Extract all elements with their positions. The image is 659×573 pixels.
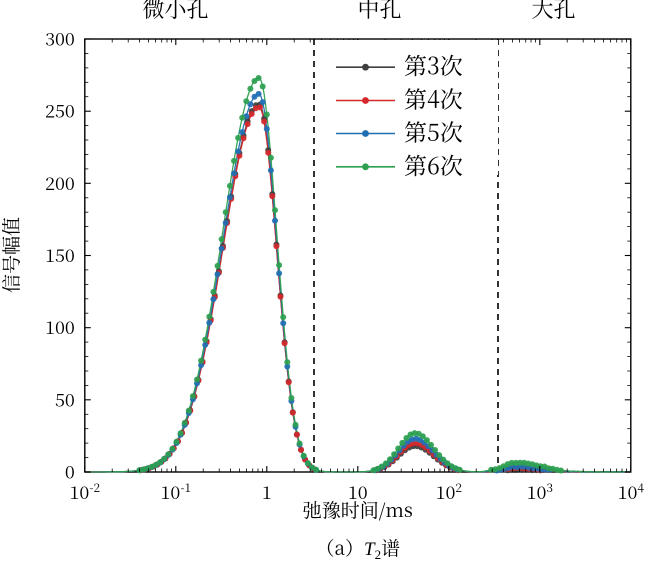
svg-text:第3次: 第3次 xyxy=(404,48,463,81)
svg-text:第4次: 第4次 xyxy=(404,82,463,115)
svg-text:弛豫时间/ms: 弛豫时间/ms xyxy=(303,496,413,523)
svg-text:信号幅值: 信号幅值 xyxy=(0,217,24,293)
svg-text:中孔: 中孔 xyxy=(357,0,401,24)
svg-text:200: 200 xyxy=(45,170,75,196)
svg-text:300: 300 xyxy=(45,26,75,52)
svg-text:100: 100 xyxy=(45,314,75,340)
svg-text:150: 150 xyxy=(45,242,75,268)
svg-text:（a）T2谱: （a）T2谱 xyxy=(315,534,400,562)
svg-text:微小孔: 微小孔 xyxy=(142,0,208,24)
svg-text:大孔: 大孔 xyxy=(531,0,575,24)
svg-text:第6次: 第6次 xyxy=(404,148,463,181)
svg-text:1: 1 xyxy=(262,479,272,505)
svg-text:第5次: 第5次 xyxy=(404,115,463,148)
svg-text:50: 50 xyxy=(55,386,75,412)
svg-text:250: 250 xyxy=(45,98,75,124)
